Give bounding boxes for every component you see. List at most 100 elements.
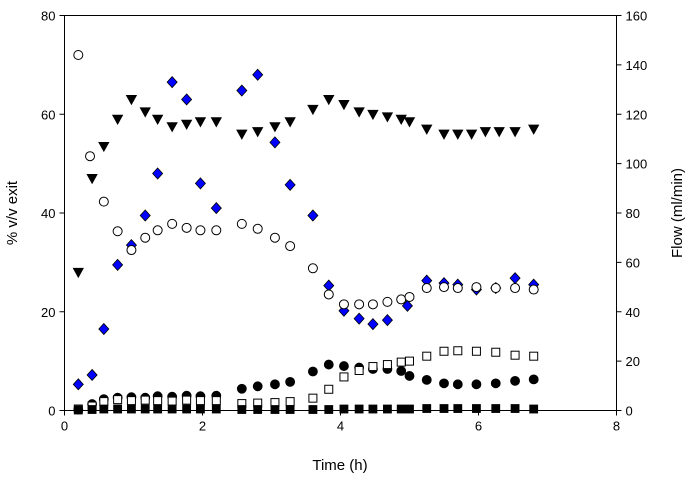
data-point-triangle xyxy=(180,119,193,130)
data-point-triangle xyxy=(194,117,207,128)
x-tick-label: 8 xyxy=(613,419,620,434)
data-point-open-square xyxy=(405,356,414,366)
data-point-diamond xyxy=(509,272,521,285)
y-right-tick-label: 160 xyxy=(626,9,648,24)
data-point-open-circle xyxy=(471,282,482,293)
data-point-open-square xyxy=(510,350,520,360)
y-right-tick-label: 80 xyxy=(626,206,640,221)
data-point-triangle xyxy=(86,174,98,185)
data-point-diamond xyxy=(139,209,151,222)
data-point-open-circle xyxy=(439,282,449,293)
data-point-open-circle xyxy=(73,50,84,60)
data-point-triangle xyxy=(307,104,319,116)
y-right-tick-label: 100 xyxy=(626,157,648,172)
data-point-open-circle xyxy=(112,226,123,237)
data-point-open-square xyxy=(382,360,392,370)
data-point-open-square xyxy=(153,396,163,406)
data-point-triangle xyxy=(509,127,521,138)
data-point-triangle xyxy=(210,117,222,128)
y-axis-left-title: % v/v exit xyxy=(4,180,21,245)
data-point-open-square xyxy=(491,347,501,357)
data-point-open-square xyxy=(339,372,349,382)
data-point-triangle xyxy=(353,107,365,118)
data-point-open-square xyxy=(211,396,221,406)
x-tick-label: 0 xyxy=(61,419,68,434)
data-point-open-circle xyxy=(367,299,378,310)
data-point-filled-square xyxy=(99,404,109,414)
data-point-filled-circle xyxy=(490,378,501,389)
data-point-open-circle xyxy=(404,291,415,302)
data-point-open-circle xyxy=(195,225,206,236)
data-point-triangle xyxy=(528,124,540,135)
y-left-tick-label: 80 xyxy=(41,9,55,24)
data-point-filled-square xyxy=(396,404,406,414)
data-point-open-circle xyxy=(338,299,349,310)
data-point-diamond xyxy=(112,258,124,271)
data-point-filled-square xyxy=(383,404,392,414)
data-point-triangle xyxy=(338,99,350,111)
y-right-tick-label: 60 xyxy=(626,255,640,270)
data-point-open-circle xyxy=(396,294,407,305)
data-point-filled-square xyxy=(491,404,501,413)
data-point-filled-square xyxy=(453,404,463,413)
data-point-filled-square xyxy=(127,404,136,414)
data-point-diamond xyxy=(152,167,164,180)
x-tick-label: 6 xyxy=(475,419,482,434)
data-point-filled-square xyxy=(324,405,334,414)
data-point-triangle xyxy=(269,122,281,133)
data-point-diamond xyxy=(210,201,222,215)
data-point-triangle xyxy=(125,95,138,106)
data-point-open-circle xyxy=(98,196,109,207)
data-point-open-square xyxy=(368,362,378,372)
data-point-open-circle xyxy=(528,284,539,295)
data-point-filled-circle xyxy=(439,378,449,389)
data-point-diamond xyxy=(323,279,335,292)
data-point-diamond xyxy=(236,84,248,97)
data-point-open-square xyxy=(308,393,318,403)
data-point-open-circle xyxy=(382,296,393,307)
data-point-triangle xyxy=(323,95,335,106)
data-point-filled-circle xyxy=(404,371,415,381)
data-point-diamond xyxy=(252,68,264,81)
data-point-triangle xyxy=(111,114,124,126)
data-point-filled-circle xyxy=(510,375,520,386)
data-point-filled-circle xyxy=(471,379,482,390)
data-point-open-square xyxy=(99,397,109,407)
data-point-open-circle xyxy=(490,283,501,294)
data-point-open-square xyxy=(529,351,539,361)
data-point-diamond xyxy=(194,177,206,190)
data-point-triangle xyxy=(367,109,379,121)
data-point-filled-square xyxy=(270,405,280,414)
y-right-tick-label: 40 xyxy=(626,305,640,320)
data-point-triangle xyxy=(395,114,407,126)
data-point-filled-circle xyxy=(452,379,463,390)
data-point-open-circle xyxy=(85,151,96,162)
data-point-filled-circle xyxy=(421,374,432,385)
data-point-filled-circle xyxy=(285,376,296,387)
data-point-open-circle xyxy=(140,232,151,243)
data-point-open-circle xyxy=(269,232,280,243)
data-point-open-square xyxy=(140,395,150,405)
data-point-filled-circle xyxy=(396,366,407,376)
data-point-diamond xyxy=(353,312,365,325)
data-point-diamond xyxy=(381,314,393,327)
data-point-open-circle xyxy=(452,283,463,294)
data-point-filled-circle xyxy=(236,383,247,394)
data-point-filled-circle xyxy=(307,366,318,377)
data-point-open-circle xyxy=(354,299,365,310)
data-point-filled-square xyxy=(308,405,318,414)
data-point-filled-square xyxy=(405,404,414,414)
data-point-filled-square xyxy=(87,405,97,414)
data-point-triangle xyxy=(151,114,164,126)
data-point-triangle xyxy=(284,117,296,128)
data-point-open-square xyxy=(195,396,205,406)
data-point-triangle xyxy=(493,127,505,138)
data-point-open-circle xyxy=(285,241,296,252)
data-point-open-square xyxy=(285,397,295,407)
data-point-diamond xyxy=(269,136,281,149)
data-point-diamond xyxy=(367,317,379,331)
x-axis-title: Time (h) xyxy=(312,457,367,474)
